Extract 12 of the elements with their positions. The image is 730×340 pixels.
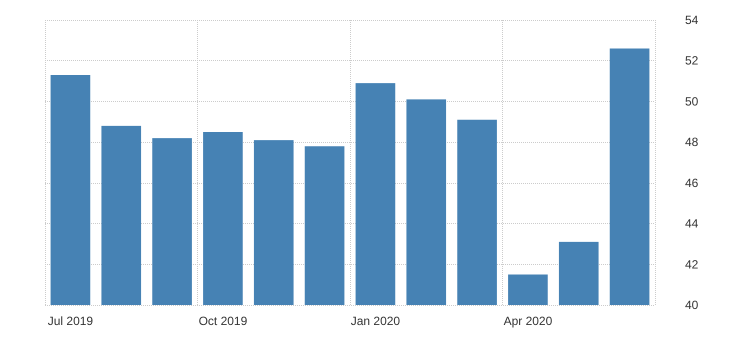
- y-tick-label: 42: [685, 257, 699, 272]
- y-tick-label: 40: [685, 298, 699, 312]
- y-tick-label: 44: [685, 216, 699, 231]
- y-tick-label: 52: [685, 54, 699, 68]
- x-tick-label: Jul 2019: [48, 314, 94, 328]
- y-tick-label: 54: [685, 13, 699, 27]
- y-tick-label: 46: [685, 176, 699, 190]
- x-tick-label: Oct 2019: [198, 314, 248, 328]
- x-tick-label: Apr 2020: [504, 314, 553, 328]
- y-tick-label: 50: [685, 94, 699, 108]
- y-tick-label: 48: [685, 135, 699, 150]
- x-tick-label: Jan 2020: [350, 314, 400, 328]
